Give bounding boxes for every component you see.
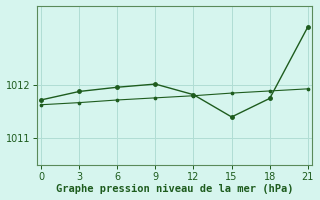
X-axis label: Graphe pression niveau de la mer (hPa): Graphe pression niveau de la mer (hPa) (56, 184, 293, 194)
